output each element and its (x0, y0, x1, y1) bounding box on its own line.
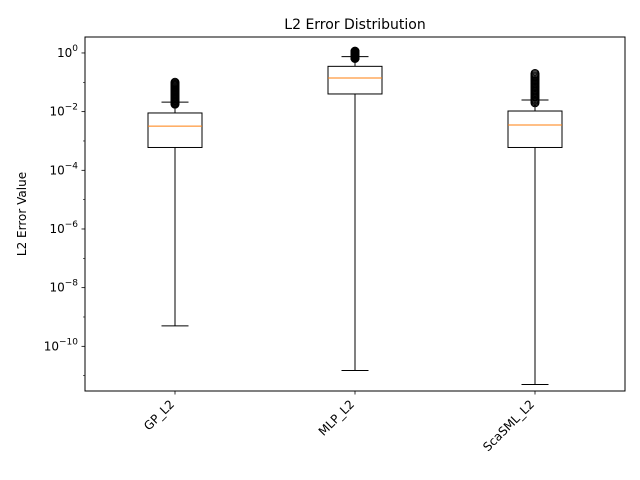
box (507, 110, 563, 148)
y-tick-base: 10 (49, 222, 64, 236)
plot-frame (84, 36, 626, 392)
chart-title: L2 Error Distribution (284, 17, 425, 33)
y-tick-label: 10−10 (44, 337, 79, 353)
outlier-point (170, 77, 180, 87)
y-tick-label: 100 (57, 44, 78, 60)
box (147, 112, 203, 148)
y-tick-exponent: −6 (65, 220, 79, 230)
y-tick-exponent: −10 (59, 337, 78, 347)
y-tick-base: 10 (49, 105, 64, 119)
y-tick-label: 10−4 (49, 161, 78, 177)
y-tick-base: 10 (49, 281, 64, 295)
y-tick-label: 10−2 (49, 103, 78, 119)
y-tick-exponent: −4 (65, 161, 79, 171)
box (327, 65, 383, 95)
y-tick-base: 10 (44, 339, 59, 353)
y-axis-label: L2 Error Value (15, 172, 29, 256)
y-tick-exponent: 0 (72, 44, 78, 54)
y-tick-label: 10−6 (49, 220, 78, 236)
y-tick-exponent: −2 (65, 103, 78, 113)
y-tick-base: 10 (57, 46, 72, 60)
outlier-point (350, 46, 360, 56)
y-tick-label: 10−8 (49, 279, 78, 295)
y-tick-base: 10 (49, 163, 64, 177)
outlier-point (530, 68, 540, 78)
y-tick-exponent: −8 (65, 279, 79, 289)
